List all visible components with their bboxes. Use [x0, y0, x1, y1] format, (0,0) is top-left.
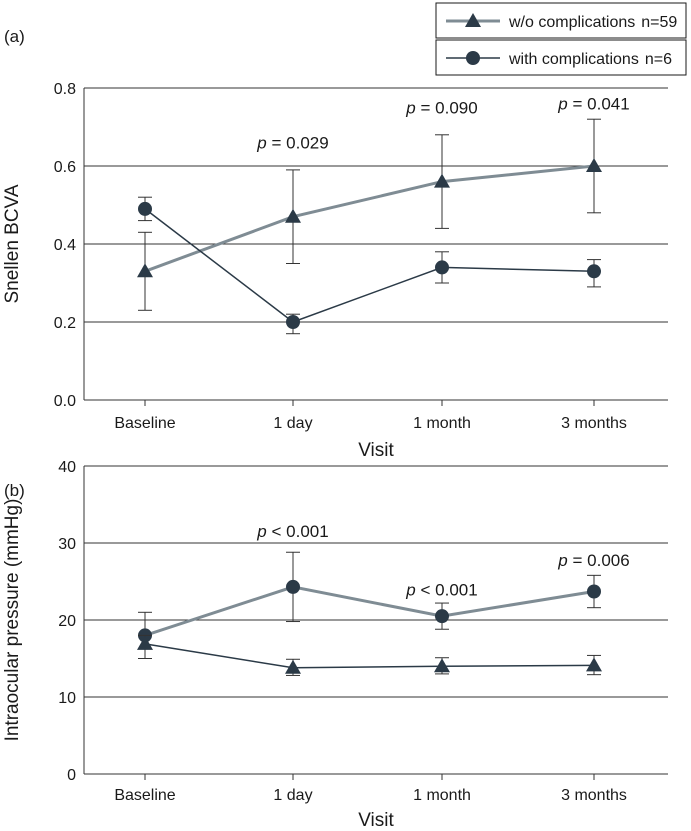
x-tick-label: 3 months: [561, 415, 627, 432]
y-axis-label: Snellen BCVA: [2, 184, 23, 303]
legend-label-with: with complications n=6: [508, 51, 672, 68]
x-tick-label: 1 day: [273, 415, 312, 432]
x-axis-label: Visit: [358, 440, 394, 461]
series-line: [144, 643, 595, 669]
circle-marker: [286, 315, 300, 329]
p-value-annotation: p < 0.001: [405, 580, 477, 599]
chart-panel-b: (b) 0 10 20 30 40 Baseline 1 day 1 month 3 months…: [2, 459, 668, 831]
p-value-annotation: p = 0.006: [557, 551, 629, 570]
y-tick-label: 0.6: [54, 159, 76, 176]
circle-marker: [435, 609, 449, 624]
triangle-marker: [285, 208, 301, 223]
p-value-annotation: p = 0.090: [405, 98, 477, 117]
chart-panel-a: (a) 0.0 0.2 0.4 0.6 0.8 Baseline 1 day 1 month 3 …: [2, 27, 668, 461]
triangle-marker: [434, 658, 450, 673]
p-value-annotation: p = 0.029: [256, 133, 328, 152]
triangle-marker: [285, 659, 301, 674]
triangle-marker: [137, 263, 153, 278]
x-tick-label: Baseline: [114, 787, 175, 804]
legend-label-without: w/o complications n=59: [508, 14, 677, 31]
x-tick-label: 1 month: [413, 787, 471, 804]
y-tick-label: 30: [58, 536, 76, 553]
triangle-marker: [137, 635, 153, 650]
y-tick-label: 0.2: [54, 315, 76, 332]
legend-entry-without-complications: w/o complications n=59: [435, 2, 687, 39]
y-tick-label: 0.8: [54, 81, 76, 98]
triangle-marker: [434, 173, 450, 188]
p-value-annotation: p = 0.041: [557, 94, 629, 113]
y-tick-label: 40: [58, 459, 76, 476]
x-tick-label: 1 month: [413, 415, 471, 432]
x-tick-label: 1 day: [273, 787, 312, 804]
panel-label: (b): [4, 481, 25, 500]
y-tick-label: 10: [58, 690, 76, 707]
triangle-marker: [586, 158, 602, 172]
circle-marker: [138, 201, 152, 216]
y-tick-label: 0.0: [54, 393, 76, 410]
panel-label: (a): [4, 27, 25, 46]
y-tick-label: 0: [67, 767, 76, 784]
circle-marker: [587, 264, 601, 279]
legend-entry-with-complications: with complications n=6: [435, 39, 687, 76]
legend-triangle-marker: [465, 13, 481, 27]
x-tick-label: Baseline: [114, 415, 175, 432]
x-axis-label: Visit: [358, 810, 394, 831]
series-line: [144, 164, 595, 273]
circle-marker: [435, 260, 449, 275]
y-axis-label: Intraocular pressure (mmHg): [2, 499, 23, 742]
series-line: [144, 208, 595, 323]
x-tick-label: 3 months: [561, 787, 627, 804]
y-tick-label: 0.4: [54, 237, 76, 254]
circle-marker: [587, 584, 601, 599]
circle-marker: [286, 579, 300, 594]
p-value-annotation: p < 0.001: [256, 522, 328, 541]
triangle-marker: [586, 657, 602, 672]
y-tick-label: 20: [58, 613, 76, 630]
series-line: [144, 585, 595, 637]
legend-circle-marker: [466, 51, 480, 65]
